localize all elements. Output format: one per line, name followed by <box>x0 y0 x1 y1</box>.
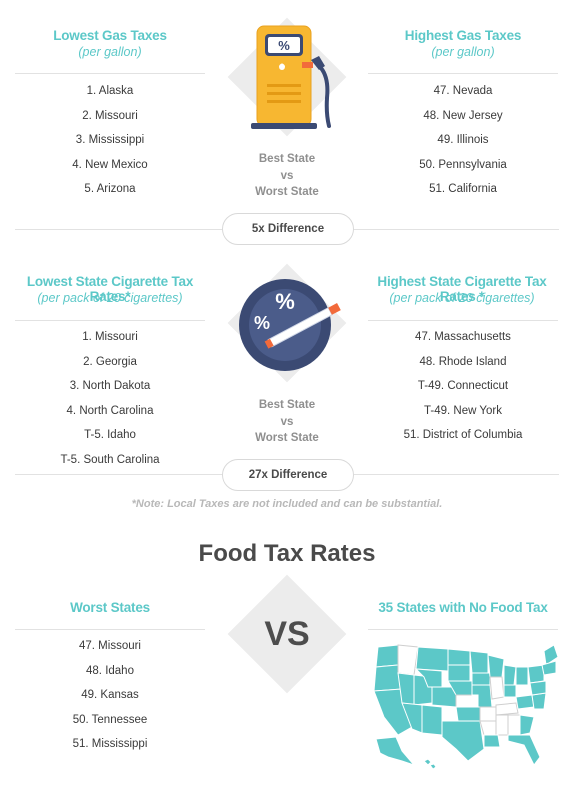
list-item: T-5. Idaho <box>84 429 136 442</box>
list-item: 5. Arizona <box>84 183 136 196</box>
vs-label: vs <box>280 169 294 182</box>
list-item: 1. Alaska <box>86 85 134 97</box>
list-item: 47. Missouri <box>79 640 141 652</box>
cig-low-subtitle: (per pack of 20 cigarettes) <box>37 291 183 305</box>
list-item: 1. Missouri <box>82 331 138 343</box>
list-item: 47. Massachusetts <box>415 331 511 343</box>
vs-label: VS <box>264 615 310 653</box>
list-item: 49. Kansas <box>81 689 139 702</box>
cigarette-tax-icon: % % <box>239 279 341 371</box>
list-item: 4. North Carolina <box>66 404 154 417</box>
divider <box>368 73 558 74</box>
divider <box>15 629 205 630</box>
divider <box>15 73 205 74</box>
food-worst-title: Worst States <box>70 600 150 615</box>
vs-label: vs <box>280 415 294 428</box>
cig-difference-badge: 27x Difference <box>222 459 354 491</box>
list-item: 51. District of Columbia <box>403 429 523 442</box>
worst-state-label: Worst State <box>255 432 319 444</box>
cig-low-list: 1. Missouri 2. Georgia 3. North Dakota 4… <box>15 325 205 473</box>
cig-best-vs-worst: Best State vs Worst State <box>237 397 337 447</box>
list-item: 50. Tennessee <box>72 713 148 726</box>
food-section-title: Food Tax Rates <box>198 540 376 567</box>
gas-low-subtitle: (per gallon) <box>78 45 142 59</box>
list-item: 48. Idaho <box>86 664 134 677</box>
divider <box>368 320 558 321</box>
list-item: 48. New Jersey <box>423 109 503 122</box>
food-no-tax-title: 35 States with No Food Tax <box>378 600 548 615</box>
list-item: 47. Nevada <box>433 85 493 97</box>
cig-high-subtitle: (per pack of 20 cigarettes) <box>389 291 535 305</box>
list-item: 49. Illinois <box>437 134 489 147</box>
list-item: T-49. Connecticut <box>417 380 509 393</box>
list-item: 2. Missouri <box>82 109 138 122</box>
gas-difference-badge: 5x Difference <box>222 213 354 245</box>
cig-low-title: Lowest State Cigarette Tax Rates* <box>26 274 194 304</box>
list-item: T-49. New York <box>424 404 502 417</box>
gas-high-subtitle: (per gallon) <box>431 45 495 59</box>
gas-pump-icon: % <box>251 25 331 129</box>
svg-text:%: % <box>254 313 270 333</box>
best-state-label: Best State <box>258 399 316 411</box>
cig-high-title: Highest State Cigarette Tax Rates * <box>377 274 547 304</box>
list-item: 3. Mississippi <box>75 134 145 147</box>
gas-high-list: 47. Nevada 48. New Jersey 49. Illinois 5… <box>368 79 558 202</box>
best-state-label: Best State <box>258 153 316 165</box>
food-worst-list: 47. Missouri 48. Idaho 49. Kansas 50. Te… <box>15 634 205 757</box>
worst-state-label: Worst State <box>255 186 319 198</box>
gas-high-title: Highest Gas Taxes <box>404 28 522 43</box>
list-item: 48. Rhode Island <box>419 355 507 368</box>
list-item: 51. Mississippi <box>72 738 148 751</box>
list-item: T-5. South Carolina <box>60 453 160 466</box>
gas-best-vs-worst: Best State vs Worst State <box>237 151 337 201</box>
us-food-tax-map <box>373 644 559 770</box>
list-item: 50. Pennsylvania <box>419 158 507 171</box>
footnote: *Note: Local Taxes are not included and … <box>131 498 443 510</box>
divider <box>368 629 558 630</box>
gas-low-title: Lowest Gas Taxes <box>53 28 167 43</box>
divider <box>15 320 205 321</box>
list-item: 4. New Mexico <box>72 158 148 171</box>
list-item: 2. Georgia <box>83 355 137 368</box>
pump-percent-text: % <box>278 38 290 53</box>
list-item: 3. North Dakota <box>69 380 151 393</box>
list-item: 51. California <box>429 183 497 196</box>
cig-high-list: 47. Massachusetts 48. Rhode Island T-49.… <box>368 325 558 448</box>
gas-low-list: 1. Alaska 2. Missouri 3. Mississippi 4. … <box>15 79 205 202</box>
svg-text:%: % <box>275 289 295 314</box>
